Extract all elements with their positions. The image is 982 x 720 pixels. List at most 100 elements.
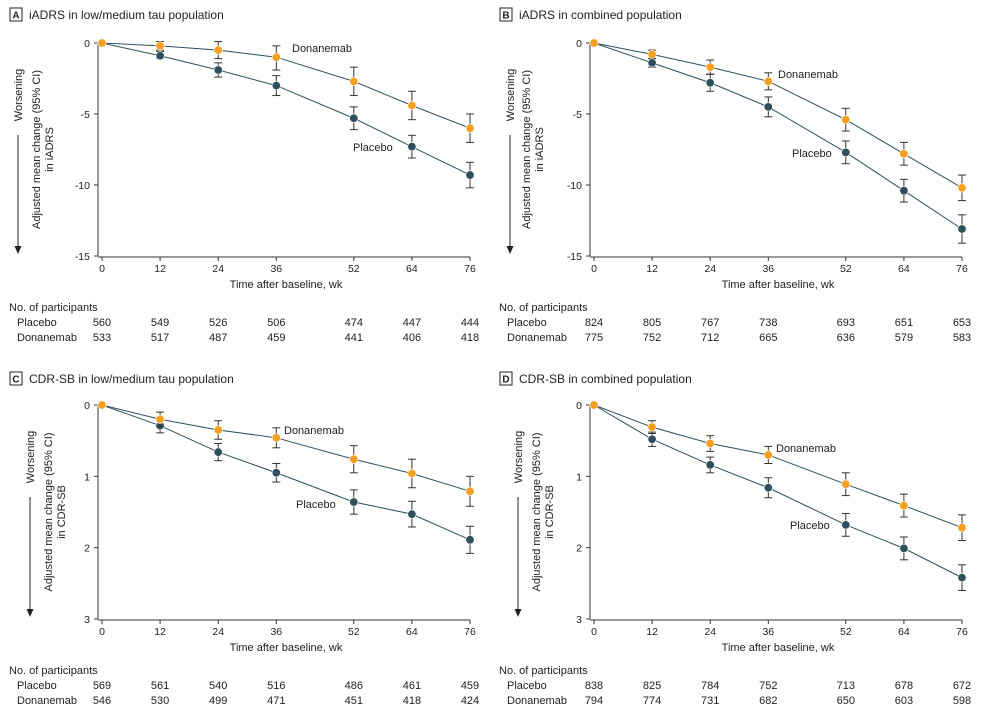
panel-letter: B — [502, 11, 509, 22]
worsening-label: Worsening — [25, 431, 37, 483]
panel-c: C CDR-SB in low/medium tau population0123… — [9, 371, 479, 707]
participants-row-label: Donanemab — [17, 695, 77, 707]
series-donanemab: Donanemab — [589, 400, 967, 542]
worsening-arrow-head — [14, 246, 22, 254]
participants-count: 636 — [837, 332, 855, 344]
panel-title: iADRS in low/medium tau population — [29, 8, 224, 22]
y-tick-label: 2 — [576, 543, 582, 555]
data-point — [589, 400, 599, 410]
worsening-label: Worsening — [13, 69, 25, 121]
x-tick-label: 36 — [270, 626, 282, 638]
panel-letter-box — [499, 7, 513, 22]
participants-count: 549 — [151, 317, 169, 329]
participants-count: 459 — [267, 332, 285, 344]
x-tick-label: 24 — [704, 626, 716, 638]
x-tick-label: 24 — [212, 626, 224, 638]
participants-count: 533 — [93, 332, 111, 344]
data-point — [271, 433, 281, 443]
participants-table: No. of participants Placebo 569 561 540 516 48… — [9, 665, 479, 707]
y-tick-label: 1 — [576, 471, 582, 483]
data-point — [213, 447, 223, 457]
participants-count: 499 — [209, 695, 227, 707]
series-placebo: Placebo — [589, 38, 967, 244]
data-point — [957, 183, 967, 193]
y-tick-label: 0 — [576, 400, 582, 412]
participants-count: 406 — [403, 332, 421, 344]
data-point — [271, 81, 281, 91]
y-tick-label: 3 — [84, 614, 90, 626]
y-tick-label: -10 — [567, 180, 582, 192]
y-tick-label: 2 — [84, 543, 90, 555]
x-tick-label: 36 — [762, 263, 774, 275]
participants-count: 653 — [953, 317, 971, 329]
participants-count: 838 — [585, 680, 603, 692]
participants-count: 775 — [585, 332, 603, 344]
x-tick-label: 36 — [270, 263, 282, 275]
series-label: Donanemab — [284, 425, 344, 437]
participants-count: 474 — [345, 317, 363, 329]
panel-letter-box — [499, 371, 513, 386]
x-axis-label: Time after baseline, wk — [722, 279, 835, 291]
x-tick-label: 12 — [154, 626, 166, 638]
participants-header: No. of participants — [9, 665, 98, 677]
data-point — [899, 186, 909, 196]
y-tick-label: 1 — [84, 471, 90, 483]
data-point — [957, 573, 967, 583]
data-point — [155, 51, 165, 61]
x-tick-label: 0 — [99, 263, 105, 275]
participants-count: 665 — [759, 332, 777, 344]
data-point — [899, 149, 909, 159]
data-point — [705, 460, 715, 470]
y-tick-label: 3 — [576, 614, 582, 626]
participants-count: 731 — [701, 695, 719, 707]
x-tick-label: 64 — [898, 263, 910, 275]
data-point — [349, 497, 359, 507]
participants-count: 441 — [345, 332, 363, 344]
x-tick-label: 0 — [591, 263, 597, 275]
x-tick-label: 52 — [840, 626, 852, 638]
participants-count: 546 — [93, 695, 111, 707]
participants-count: 583 — [953, 332, 971, 344]
y-axis-label: Adjusted mean change (95% CI)in CDR-SB — [43, 433, 68, 592]
participants-table: No. of participants Placebo 838 825 784 752 71… — [499, 665, 971, 707]
participants-count: 598 — [953, 695, 971, 707]
series-label: Placebo — [353, 142, 393, 154]
data-point — [647, 58, 657, 68]
y-tick-label: -15 — [567, 251, 582, 263]
data-point — [213, 65, 223, 75]
series-donanemab: Donanemab — [97, 400, 475, 507]
x-tick-label: 36 — [762, 626, 774, 638]
participants-count: 540 — [209, 680, 227, 692]
data-point — [407, 142, 417, 152]
y-axis-label: Adjusted mean change (95% CI)in CDR-SB — [531, 433, 556, 592]
data-point — [271, 52, 281, 62]
data-point — [155, 41, 165, 51]
participants-table: No. of participants Placebo 824 805 767 738 69… — [499, 302, 971, 344]
participants-count: 678 — [895, 680, 913, 692]
x-axis-label: Time after baseline, wk — [230, 642, 343, 654]
participants-count: 713 — [837, 680, 855, 692]
participants-count: 784 — [701, 680, 719, 692]
x-tick-label: 24 — [704, 263, 716, 275]
x-axis-label: Time after baseline, wk — [722, 642, 835, 654]
data-point — [647, 49, 657, 59]
participants-count: 794 — [585, 695, 603, 707]
data-point — [841, 147, 851, 157]
x-tick-label: 76 — [464, 626, 476, 638]
participants-count: 447 — [403, 317, 421, 329]
participants-count: 530 — [151, 695, 169, 707]
participants-count: 444 — [461, 317, 479, 329]
participants-count: 774 — [643, 695, 661, 707]
participants-count: 650 — [837, 695, 855, 707]
x-axis-label: Time after baseline, wk — [230, 279, 343, 291]
data-point — [213, 425, 223, 435]
data-point — [899, 501, 909, 511]
participants-count: 424 — [461, 695, 479, 707]
x-tick-label: 12 — [646, 263, 658, 275]
x-tick-label: 12 — [154, 263, 166, 275]
data-point — [899, 543, 909, 553]
participants-count: 682 — [759, 695, 777, 707]
participants-count: 471 — [267, 695, 285, 707]
